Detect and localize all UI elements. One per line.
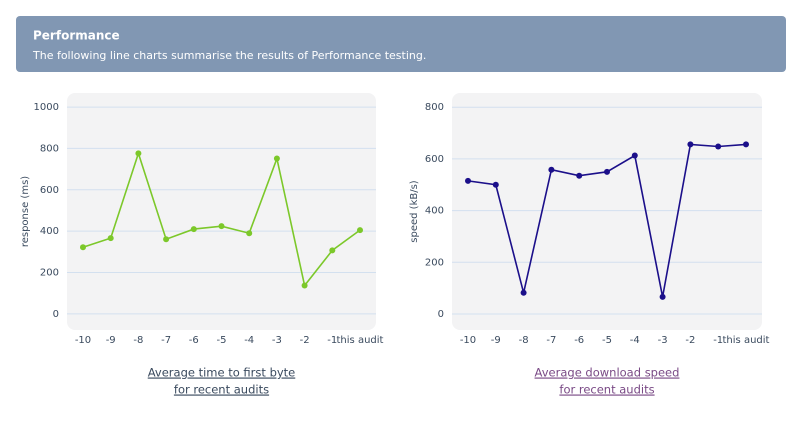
point [687,141,694,148]
y-tick-label: 200 [425,257,444,268]
point [190,226,197,233]
header-banner [16,16,786,72]
point [492,181,499,188]
x-tick-label: -8 [133,335,143,346]
header-subtitle: The following line charts summarise the … [32,49,426,62]
point [548,166,555,173]
y-tick-label: 0 [53,309,59,320]
caption-link[interactable]: for recent audits [174,383,269,397]
caption-link[interactable]: for recent audits [559,383,654,397]
point [743,141,749,148]
x-tick-label: -4 [244,335,254,346]
header-title: Performance [33,29,120,43]
y-tick-label: 600 [425,154,444,165]
point [301,282,308,289]
x-tick-label: -2 [300,335,310,346]
point [80,244,86,251]
x-tick-label: -4 [630,335,640,346]
plot-area [67,93,376,330]
y-axis-label: response (ms) [20,176,31,247]
x-tick-label: -5 [217,335,227,346]
y-tick-label: 400 [40,226,59,237]
x-tick-label: -3 [658,335,668,346]
caption-link[interactable]: Average time to first byte [148,366,296,380]
x-tick-label: -6 [574,335,584,346]
y-tick-label: 1000 [34,102,59,113]
point [357,227,363,234]
x-tick-label: -2 [685,335,695,346]
point [604,168,610,175]
x-tick-label: -10 [460,335,476,346]
x-tick-label: -9 [106,335,116,346]
plot-area [452,93,762,330]
point [659,293,666,300]
point [715,143,722,150]
y-tick-label: 600 [40,185,59,196]
x-tick-label: this audit [723,335,770,346]
y-tick-label: 400 [425,206,444,217]
x-tick-label: -7 [161,335,171,346]
x-tick-label: -7 [546,335,556,346]
point [135,150,142,157]
x-tick-label: -5 [602,335,612,346]
point [520,289,527,296]
x-tick-label: -10 [75,335,91,346]
y-tick-label: 200 [40,268,59,279]
point [465,177,471,184]
point [631,152,638,159]
y-tick-label: 800 [40,143,59,154]
x-tick-label: -3 [272,335,282,346]
x-tick-label: -8 [519,335,529,346]
caption-link[interactable]: Average download speed [535,366,680,380]
x-tick-label: this audit [337,335,384,346]
point [246,230,253,237]
point [163,236,170,243]
point [329,247,336,254]
x-tick-label: -6 [189,335,199,346]
y-tick-label: 0 [438,309,444,320]
point [273,155,280,162]
point [107,235,114,242]
point [218,223,225,230]
x-tick-label: -1 [713,335,723,346]
y-tick-label: 800 [425,102,444,113]
x-tick-label: -9 [491,335,501,346]
point [576,172,583,179]
x-tick-label: -1 [327,335,337,346]
y-axis-label: speed (kB/s) [409,180,420,243]
